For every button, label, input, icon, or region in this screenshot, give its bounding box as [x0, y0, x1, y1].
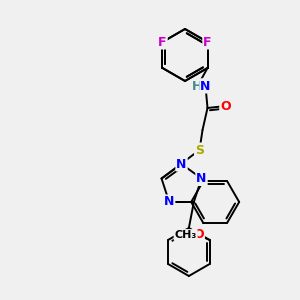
- Text: F: F: [158, 35, 167, 49]
- Text: N: N: [176, 158, 187, 170]
- Text: N: N: [196, 172, 207, 185]
- Text: O: O: [220, 100, 231, 112]
- Text: H: H: [192, 80, 203, 92]
- Text: O: O: [193, 229, 204, 242]
- Text: S: S: [195, 143, 204, 157]
- Text: CH₃: CH₃: [175, 230, 197, 240]
- Text: F: F: [203, 35, 212, 49]
- Text: N: N: [200, 80, 211, 92]
- Text: N: N: [164, 196, 174, 208]
